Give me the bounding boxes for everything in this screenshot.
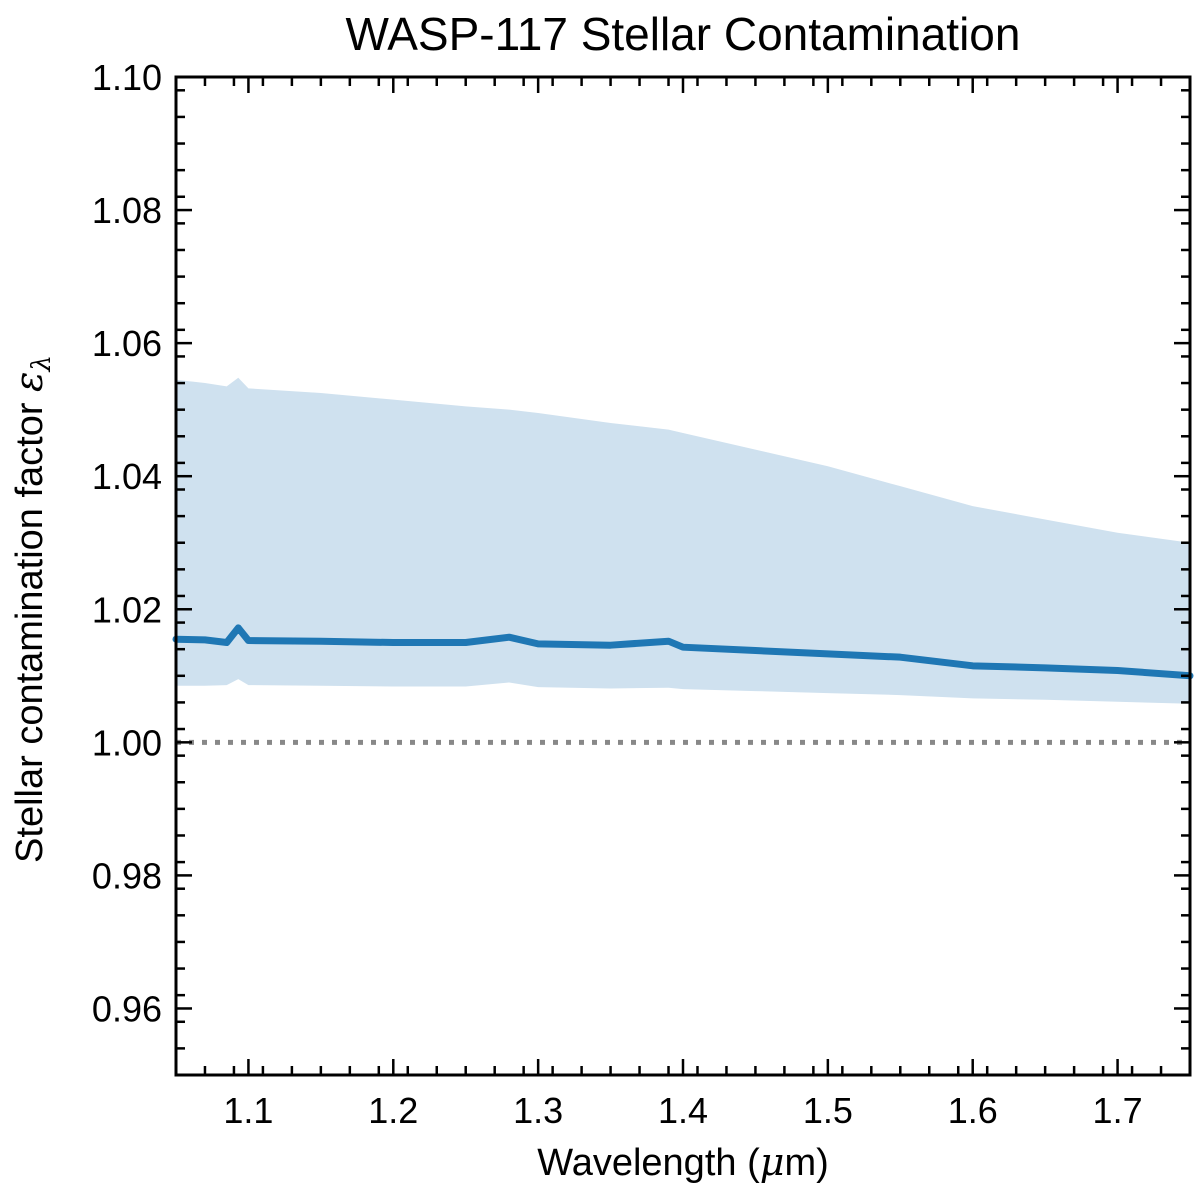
y-axis-label: Stellar contamination factor ελ [7, 355, 57, 863]
series-line-layer [172, 624, 1194, 680]
x-tick-label: 1.5 [803, 1090, 853, 1131]
uncertainty-band-layer [176, 377, 1190, 704]
x-tick-label: 1.6 [948, 1090, 998, 1131]
y-tick-label: 1.08 [92, 190, 162, 231]
x-axis-label-unit: m) [784, 1142, 828, 1184]
plot-frame [174, 75, 1192, 1077]
x-tick-label: 1.4 [658, 1090, 708, 1131]
y-axis-label-subscript: λ [27, 355, 57, 372]
y-axis-label-symbol: ε [7, 372, 51, 392]
x-tick-label: 1.3 [513, 1090, 563, 1131]
x-tick-label: 1.1 [223, 1090, 273, 1131]
tick-label-layer: 1.1 1.2 1.3 1.4 1.5 1.6 1.7 0.96 0.98 1.00 1.02 1.0… [92, 57, 1143, 1131]
x-tick-label: 1.2 [368, 1090, 418, 1131]
y-tick-label: 0.98 [92, 855, 162, 896]
uncertainty-band-0 [176, 377, 1190, 704]
y-tick-label: 0.96 [92, 988, 162, 1029]
series-line-0 [172, 624, 1194, 680]
y-tick-label: 1.10 [92, 57, 162, 98]
x-axis-label: Wavelength (μm) [537, 1140, 829, 1184]
x-axis-label-symbol: μ [760, 1140, 785, 1184]
y-tick-label: 1.04 [92, 456, 162, 497]
y-tick-label: 1.06 [92, 323, 162, 364]
y-axis-label-text: Stellar contamination factor [9, 392, 51, 863]
chart-title: WASP-117 Stellar Contamination [346, 8, 1021, 60]
x-tick-label: 1.7 [1093, 1090, 1143, 1131]
x-axis-label-text: Wavelength ( [537, 1142, 760, 1184]
y-tick-label: 1.02 [92, 589, 162, 630]
y-tick-label: 1.00 [92, 722, 162, 763]
